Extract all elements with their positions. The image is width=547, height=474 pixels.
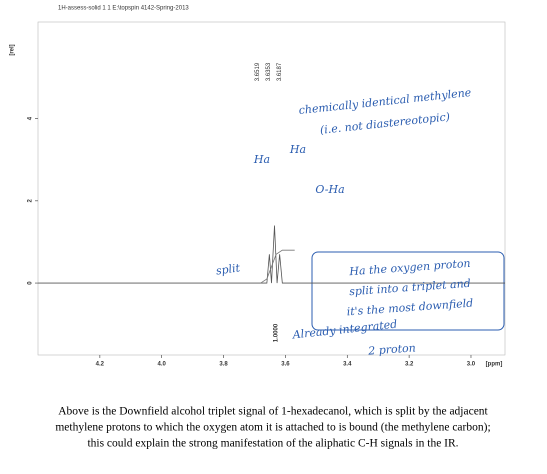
x-tick-label: 3.2 (405, 362, 414, 368)
plot-frame (37, 21, 506, 356)
y-tick-label: 4 (28, 116, 34, 120)
spectrum-line (38, 225, 505, 284)
handwritten-note: (i.e. not diastereotopic) (319, 110, 450, 137)
handwritten-note: O-Ha (315, 183, 344, 196)
peak-label: 3.6519 (255, 62, 261, 81)
y-axis-label: [rel] (10, 44, 16, 55)
annotation-box (311, 251, 505, 331)
x-tick-label: 3.0 (467, 362, 476, 368)
x-tick-label: 3.4 (343, 362, 352, 368)
integral-label: 1.0000 (274, 323, 280, 342)
peak-label: 3.6353 (266, 62, 272, 81)
caption-line: this could explain the strong manifestat… (87, 438, 458, 450)
handwritten-note: 2 proton (367, 341, 416, 357)
x-tick-label: 3.6 (281, 362, 290, 368)
integral-curve (260, 249, 295, 284)
handwritten-note: Ha the oxygen proton (348, 257, 471, 279)
caption-line: methylene protons to which the oxygen at… (55, 422, 490, 434)
caption-line: Above is the Downfield alcohol triplet s… (58, 406, 488, 418)
header: 1H-assess-solid 1 1 E:\topspin 4142-Spri… (58, 6, 189, 12)
x-axis-label: [ppm] (486, 362, 503, 368)
y-tick-label: 0 (28, 281, 34, 285)
handwritten-note: Ha (253, 153, 270, 166)
x-tick-label: 4.0 (158, 362, 167, 368)
handwritten-note: it's the most downfield (346, 297, 473, 319)
handwritten-note: split (215, 261, 241, 277)
y-tick-label: 2 (28, 199, 34, 203)
handwritten-note: Ha (289, 143, 306, 156)
peak-label: 3.6187 (277, 62, 283, 81)
handwritten-note: split into a triplet and (349, 277, 471, 298)
x-tick-label: 4.2 (96, 362, 105, 368)
x-tick-label: 3.8 (219, 362, 228, 368)
handwritten-note: Already integrated (291, 318, 398, 342)
